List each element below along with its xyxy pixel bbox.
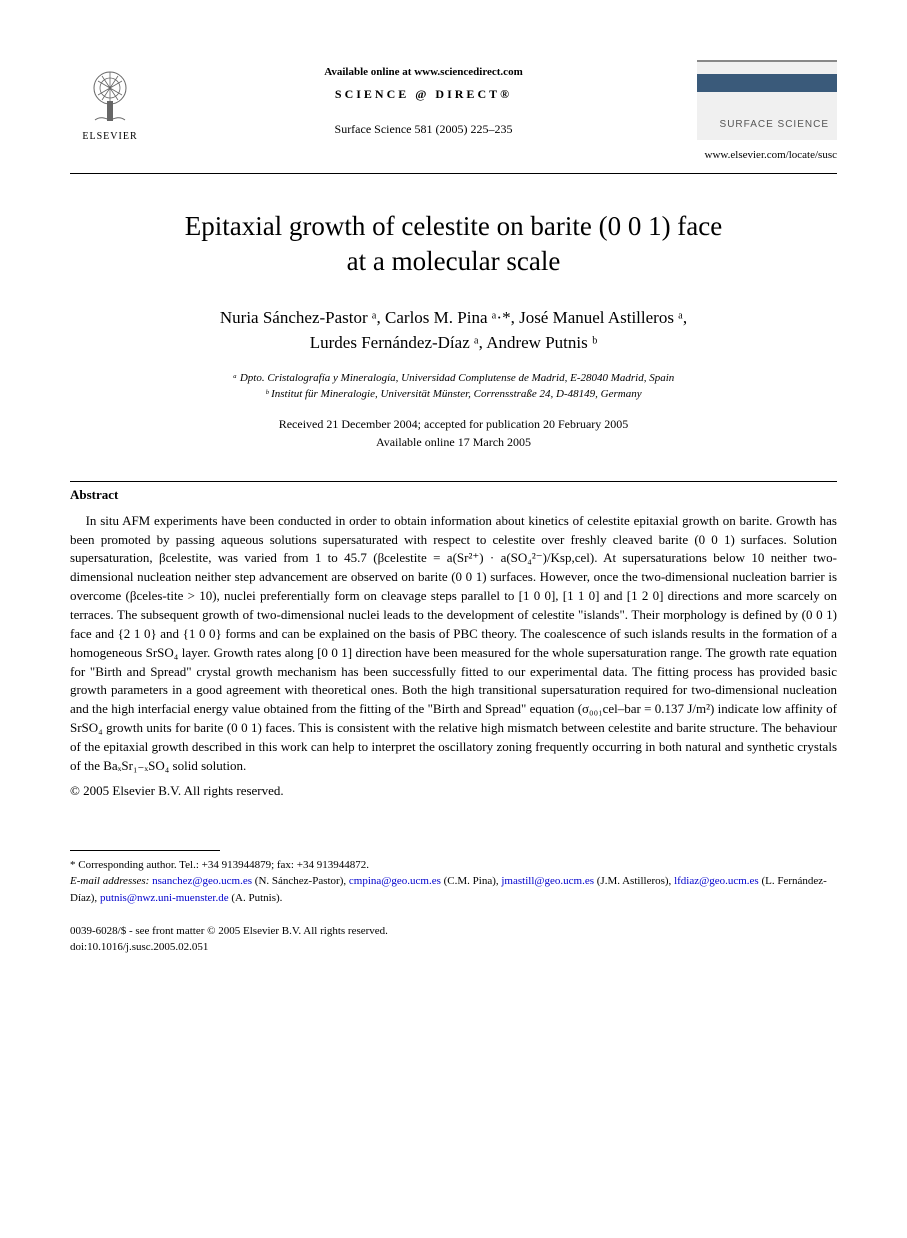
authors-line-2: Lurdes Fernández-Díaz ᵃ, Andrew Putnis ᵇ [310, 333, 598, 352]
email-addresses: E-mail addresses: nsanchez@geo.ucm.es (N… [70, 873, 837, 906]
dates-line-1: Received 21 December 2004; accepted for … [279, 417, 629, 431]
email-link[interactable]: jmastill@geo.ucm.es [501, 875, 594, 887]
header-rule [70, 173, 837, 174]
article-title: Epitaxial growth of celestite on barite … [90, 209, 817, 279]
elsevier-tree-icon [80, 66, 140, 126]
copyright-line: © 2005 Elsevier B.V. All rights reserved… [70, 782, 837, 800]
journal-cover-band [697, 74, 837, 92]
dates-line-2: Available online 17 March 2005 [376, 435, 531, 449]
affiliations: ᵃ Dpto. Cristalografía y Mineralogía, Un… [70, 370, 837, 403]
doi-line: doi:10.1016/j.susc.2005.02.051 [70, 940, 837, 955]
title-line-2: at a molecular scale [347, 246, 561, 276]
journal-cover-box: SURFACE SCIENCE [697, 60, 837, 140]
email-link[interactable]: nsanchez@geo.ucm.es [152, 875, 252, 887]
elsevier-label: ELSEVIER [82, 130, 137, 144]
author-list: Nuria Sánchez-Pastor ᵃ, Carlos M. Pina ᵃ… [70, 305, 837, 356]
email-link[interactable]: lfdiaz@geo.ucm.es [674, 875, 759, 887]
email-author: (N. Sánchez-Pastor), [252, 875, 346, 887]
journal-box-column: SURFACE SCIENCE www.elsevier.com/locate/… [697, 60, 837, 163]
affiliation-b: ᵇ Institut für Mineralogie, Universität … [265, 388, 641, 400]
sciencedirect-logo: SCIENCE @ DIRECT® [150, 86, 697, 103]
email-link[interactable]: cmpina@geo.ucm.es [349, 875, 441, 887]
corresponding-author: * Corresponding author. Tel.: +34 913944… [70, 857, 837, 874]
email-label: E-mail addresses: [70, 875, 149, 887]
abstract-text: In situ AFM experiments have been conduc… [70, 512, 837, 776]
email-author: (J.M. Astilleros), [594, 875, 671, 887]
footnotes: * Corresponding author. Tel.: +34 913944… [70, 857, 837, 907]
publication-dates: Received 21 December 2004; accepted for … [70, 415, 837, 451]
email-author: (C.M. Pina), [441, 875, 499, 887]
elsevier-logo: ELSEVIER [70, 60, 150, 150]
center-header: Available online at www.sciencedirect.co… [150, 60, 697, 138]
front-matter-line: 0039-6028/$ - see front matter © 2005 El… [70, 924, 837, 939]
title-line-1: Epitaxial growth of celestite on barite … [185, 211, 723, 241]
footnote-separator [70, 850, 220, 851]
abstract-heading: Abstract [70, 486, 837, 504]
bottom-info: 0039-6028/$ - see front matter © 2005 El… [70, 924, 837, 955]
header-row: ELSEVIER Available online at www.science… [70, 60, 837, 163]
email-link[interactable]: putnis@nwz.uni-muenster.de [100, 892, 229, 904]
abstract-top-rule [70, 481, 837, 482]
journal-url[interactable]: www.elsevier.com/locate/susc [705, 148, 837, 163]
email-author: (A. Putnis). [229, 892, 283, 904]
authors-line-1: Nuria Sánchez-Pastor ᵃ, Carlos M. Pina ᵃ… [220, 308, 687, 327]
abstract-body: In situ AFM experiments have been conduc… [70, 512, 837, 776]
journal-reference: Surface Science 581 (2005) 225–235 [150, 121, 697, 138]
journal-cover-title: SURFACE SCIENCE [705, 118, 829, 132]
affiliation-a: ᵃ Dpto. Cristalografía y Mineralogía, Un… [233, 372, 675, 384]
available-online-text: Available online at www.sciencedirect.co… [150, 65, 697, 80]
